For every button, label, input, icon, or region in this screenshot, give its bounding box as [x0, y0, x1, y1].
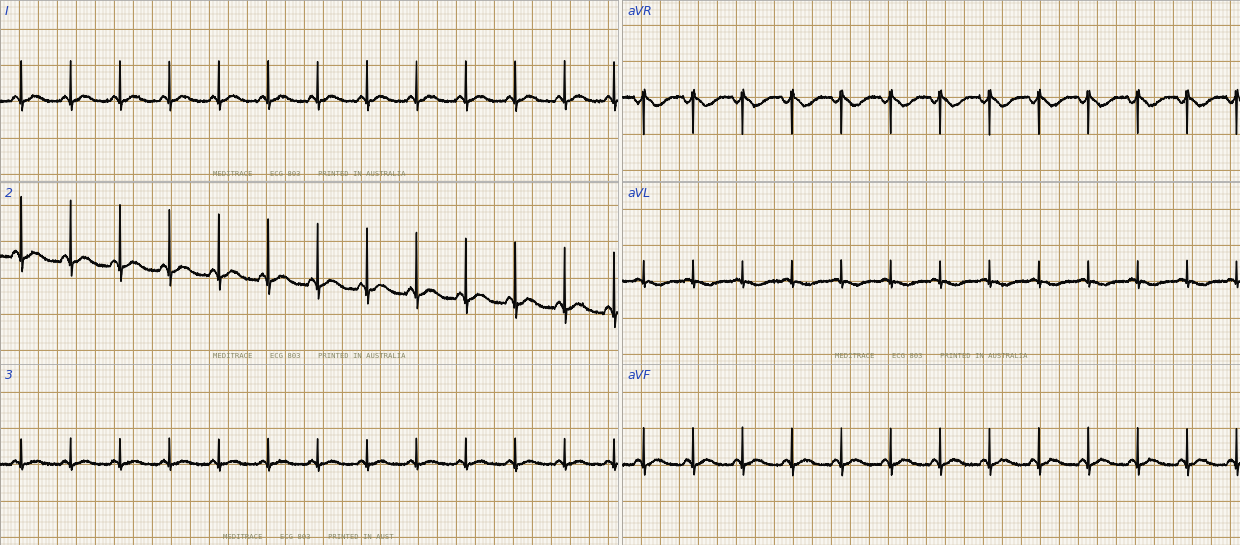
- Text: I: I: [5, 5, 9, 19]
- Text: 3: 3: [5, 369, 12, 382]
- Text: MEDITRACE    ECG 803    PRINTED IN AUSTRALIA: MEDITRACE ECG 803 PRINTED IN AUSTRALIA: [835, 353, 1028, 359]
- Text: aVF: aVF: [627, 369, 651, 382]
- Text: MEDITRACE    ECG 803    PRINTED IN AUSTRALIA: MEDITRACE ECG 803 PRINTED IN AUSTRALIA: [212, 171, 405, 177]
- Text: aVL: aVL: [627, 187, 651, 201]
- Text: MEDITRACE    ECG 803    PRINTED IN AUSTRALIA: MEDITRACE ECG 803 PRINTED IN AUSTRALIA: [212, 353, 405, 359]
- Text: MEDITRACE    ECG 803    PRINTED IN AUST: MEDITRACE ECG 803 PRINTED IN AUST: [223, 535, 394, 541]
- Text: aVR: aVR: [627, 5, 652, 19]
- Text: 2: 2: [5, 187, 12, 201]
